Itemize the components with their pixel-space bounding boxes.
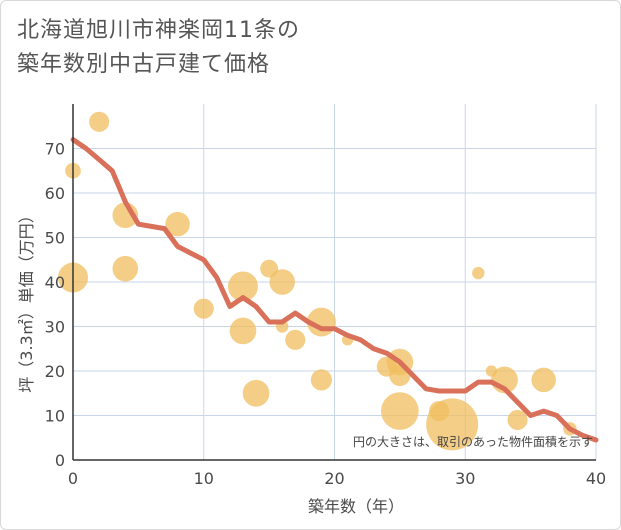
data-bubble [531, 367, 556, 393]
trend-line [70, 137, 599, 443]
data-bubble [229, 317, 257, 345]
trend-line-layer [70, 137, 599, 443]
data-bubble [381, 392, 419, 430]
bubbles [58, 111, 577, 451]
y-tick-label: 20 [45, 362, 65, 381]
x-tick-label: 40 [586, 469, 606, 488]
x-axis-label: 築年数（年） [308, 497, 404, 516]
size-annotation: 円の大きさは、取引のあった物件面積を示す [353, 434, 593, 449]
data-bubble [242, 379, 270, 407]
y-tick-label: 30 [45, 318, 65, 337]
y-tick-label: 60 [45, 184, 65, 203]
data-bubble [285, 329, 306, 350]
x-tick-label: 30 [455, 469, 475, 488]
data-bubble [429, 401, 450, 422]
x-tick-label: 10 [194, 469, 214, 488]
data-bubble [507, 409, 528, 431]
data-bubble [260, 259, 279, 278]
y-tick-label: 40 [45, 273, 65, 292]
data-bubble [89, 111, 110, 132]
data-bubble [485, 365, 498, 377]
x-tick-label: 20 [324, 469, 344, 488]
data-bubble [269, 269, 296, 295]
chart-title: 北海道旭川市神楽岡11条の 築年数別中古戸建て価格 [17, 14, 300, 82]
axes [72, 104, 596, 461]
y-tick-label: 70 [45, 140, 65, 159]
y-tick-label: 0 [55, 451, 65, 470]
data-bubble [472, 266, 485, 280]
y-tick-label: 50 [45, 229, 65, 248]
data-bubble [112, 255, 139, 282]
data-bubble [227, 271, 258, 302]
data-bubble [165, 211, 190, 237]
chart-title-line-1: 北海道旭川市神楽岡11条の [17, 18, 300, 43]
tick-labels: 0 10 20 30 40 50 60 70 0 10 20 30 40 [45, 140, 607, 489]
grid [73, 104, 597, 460]
chart-title-line-2: 築年数別中古戸建て価格 [17, 52, 271, 77]
data-bubble [376, 356, 397, 377]
y-tick-label: 10 [45, 407, 65, 426]
data-bubble [310, 369, 333, 391]
x-tick-label: 0 [68, 469, 78, 488]
data-bubble [193, 298, 214, 319]
y-axis-label: 坪（3.3㎡）単価（万円） [17, 207, 36, 392]
